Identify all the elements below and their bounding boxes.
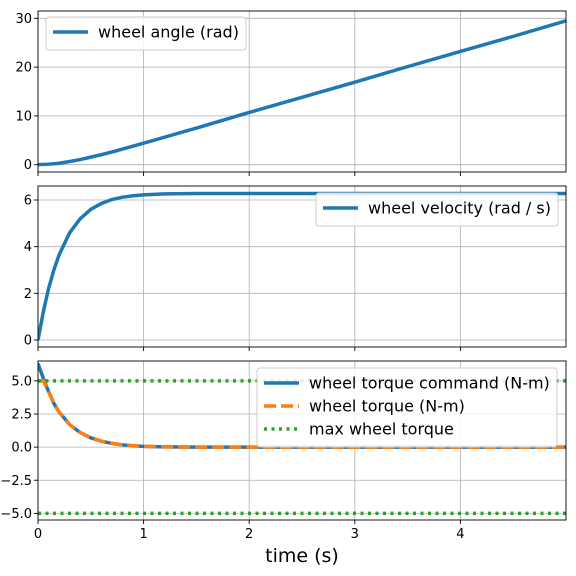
legend: wheel velocity (rad / s) (315, 192, 559, 227)
x-tick-label: 4 (456, 527, 464, 542)
y-tick-label: 0 (24, 158, 32, 173)
panel-1: 0 10 20 30 wheel angle (rad) (15, 10, 567, 176)
x-tick-label: 1 (139, 527, 147, 542)
legend-entry-label: wheel velocity (rad / s) (368, 199, 551, 218)
series-line-1 (38, 191, 566, 341)
y-tick-label: 20 (15, 61, 32, 76)
x-tick-label: 3 (351, 527, 359, 542)
x-tick-label: 2 (245, 527, 253, 542)
legend-box (45, 16, 247, 51)
y-tick-label: 2 (24, 287, 32, 302)
y-tick-label: −5.0 (0, 507, 32, 522)
series-line-2 (38, 379, 566, 449)
legend-entry-label: wheel angle (rad) (98, 23, 239, 42)
x-axis-label: time (s) (265, 545, 339, 567)
panel-3: 0 1 2 3 4 −5.0 −2.5 0.0 2.5 5.0 time (s) wheel torq… (0, 360, 567, 567)
y-tick-label: 30 (15, 12, 32, 27)
y-tick-label: 0 (24, 334, 32, 349)
series-line-1 (38, 19, 566, 167)
y-tick-label: 2.5 (11, 408, 32, 423)
legend-entry-label: wheel torque (N-m) (309, 397, 465, 416)
y-tick-label: 0.0 (11, 441, 32, 456)
x-tick-label: 0 (34, 527, 42, 542)
y-tick-label: 6 (24, 194, 32, 209)
legend: wheel torque command (N-m) wheel torque (… (256, 367, 558, 448)
y-tick-label: 5.0 (11, 374, 32, 389)
legend-box (315, 192, 559, 227)
legend-box (256, 367, 558, 448)
y-tick-label: 10 (15, 109, 32, 124)
y-tick-label: 4 (24, 240, 32, 255)
legend-entry-label: wheel torque command (N-m) (309, 374, 550, 393)
axes-frame (37, 185, 567, 348)
legend: wheel angle (rad) (45, 16, 247, 51)
legend-entry-label: max wheel torque (309, 420, 454, 439)
axes-frame (37, 360, 567, 521)
panel-2: 0 2 4 6 wheel velocity (rad / s) (24, 185, 567, 351)
y-tick-label: −2.5 (0, 474, 32, 489)
axes-frame (37, 10, 567, 173)
